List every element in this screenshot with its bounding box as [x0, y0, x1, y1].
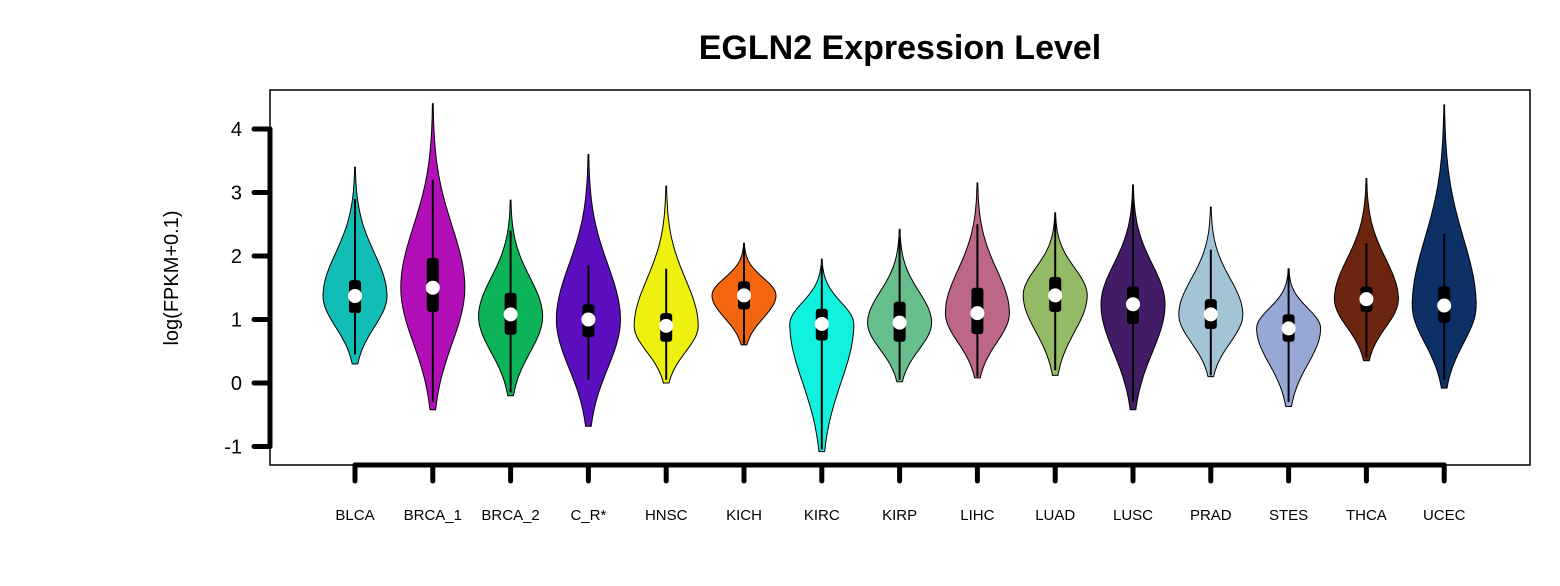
violin-kirc	[789, 258, 855, 453]
x-tick-label: KIRC	[804, 507, 840, 524]
violin-median-dot	[1048, 288, 1063, 303]
x-tick-label: C_R*	[570, 507, 606, 524]
violin-lihc	[944, 182, 1010, 379]
violin-median-dot	[425, 280, 440, 295]
violin-median-dot	[737, 288, 751, 303]
violin-hnsc	[633, 185, 699, 384]
violin-median-dot	[1281, 321, 1296, 336]
violin-kirp	[867, 228, 933, 383]
violin-median-dot	[1359, 292, 1374, 307]
violin-brca_1	[400, 103, 466, 411]
x-tick-label: STES	[1269, 507, 1308, 524]
violin-median-dot	[659, 318, 674, 333]
x-tick-label: UCEC	[1423, 507, 1466, 524]
y-tick-label: 0	[231, 373, 242, 395]
violin-ucec	[1411, 104, 1477, 389]
violin-luad	[1022, 212, 1088, 376]
violin-median-dot	[581, 312, 596, 327]
violin-thca	[1333, 177, 1399, 362]
x-axis: BLCA BRCA_1 BRCA_2 C_R* HNSC KICH KIRC KIRP LIHC…	[335, 462, 1466, 524]
violin-median-dot	[348, 289, 362, 304]
violins-group	[322, 103, 1477, 453]
violin-median-dot	[1203, 307, 1218, 322]
y-tick-label: -1	[224, 437, 242, 459]
y-tick-label: 2	[231, 246, 242, 268]
violin-median-dot	[503, 307, 518, 322]
y-axis-label: log(FPKM+0.1)	[161, 210, 183, 345]
violin-median-dot	[814, 316, 829, 331]
x-tick-label: BLCA	[335, 507, 374, 524]
x-tick-label: BRCA_1	[404, 507, 462, 524]
chart-title: EGLN2 Expression Level	[699, 29, 1102, 67]
y-tick-label: 4	[231, 119, 242, 141]
x-tick-label: LUAD	[1035, 507, 1075, 524]
x-tick-label: LIHC	[960, 507, 994, 524]
x-tick-label: BRCA_2	[481, 507, 539, 524]
violin-stes	[1256, 268, 1322, 408]
x-tick-label: THCA	[1346, 507, 1387, 524]
y-tick-label: 1	[231, 310, 242, 332]
y-tick-label: 3	[231, 183, 242, 205]
x-tick-label: KICH	[726, 507, 762, 524]
violin-brca_2	[478, 199, 544, 397]
violin-median-dot	[1437, 298, 1452, 313]
violin-c_r*	[555, 153, 621, 427]
violin-lusc	[1100, 184, 1166, 411]
violin-median-dot	[892, 315, 907, 330]
y-axis: -1 0 1 2 3 4	[224, 119, 273, 459]
violin-kich	[711, 242, 777, 346]
x-tick-label: KIRP	[882, 507, 917, 524]
violin-median-dot	[970, 306, 985, 321]
violin-blca	[322, 166, 388, 365]
x-tick-label: HNSC	[645, 507, 688, 524]
x-tick-label: LUSC	[1113, 507, 1153, 524]
violin-median-dot	[1126, 297, 1140, 312]
x-tick-label: PRAD	[1190, 507, 1232, 524]
violin-prad	[1178, 206, 1244, 378]
